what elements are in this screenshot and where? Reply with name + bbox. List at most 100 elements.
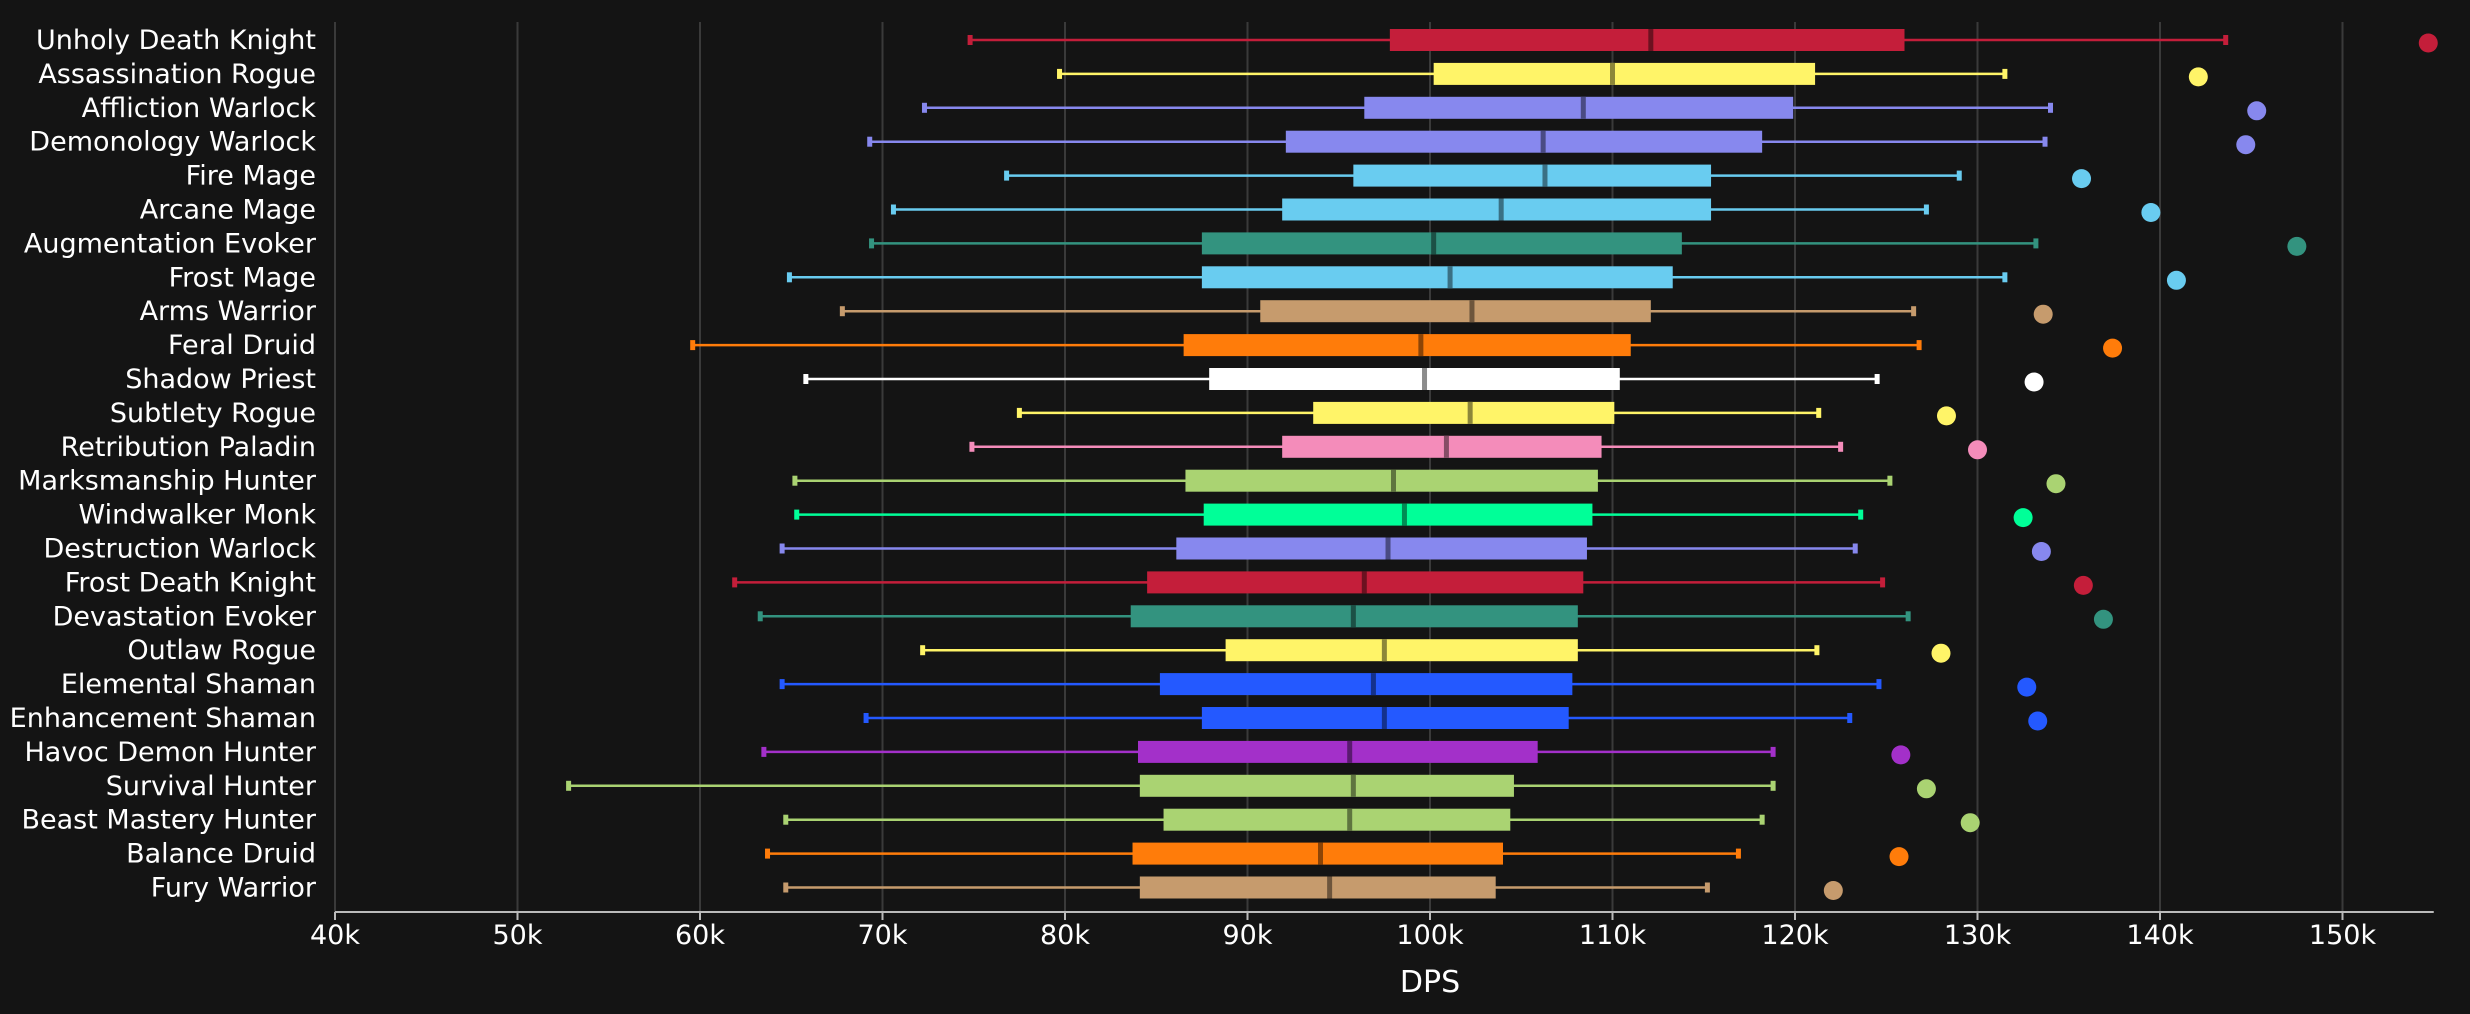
box-plot-row bbox=[792, 469, 2066, 494]
whisker-max-cap bbox=[1838, 441, 1844, 452]
box-plot-row bbox=[732, 571, 2093, 595]
iqr-box bbox=[1183, 334, 1631, 357]
whisker-max-cap bbox=[2033, 238, 2039, 249]
median-mark bbox=[1467, 401, 1473, 424]
median-mark bbox=[1542, 164, 1548, 187]
x-tick-label: 100k bbox=[1396, 920, 1464, 951]
iqr-box bbox=[1433, 62, 1816, 85]
whisker-min-cap bbox=[969, 441, 975, 452]
category-label: Balance Druid bbox=[126, 839, 316, 870]
median-mark bbox=[1370, 673, 1376, 696]
outlier-point bbox=[1891, 745, 1911, 765]
box-plot-row bbox=[783, 808, 1980, 833]
outlier-point bbox=[1960, 813, 1980, 833]
outlier-point bbox=[2073, 575, 2093, 595]
whisker-min-cap bbox=[761, 746, 767, 757]
category-label: Fury Warrior bbox=[151, 873, 317, 904]
outlier-point bbox=[2141, 203, 2161, 222]
category-label: Elemental Shaman bbox=[61, 669, 316, 700]
box-plot-row bbox=[863, 707, 2048, 731]
category-label: Demonology Warlock bbox=[29, 127, 316, 158]
whisker-min-cap bbox=[1004, 170, 1010, 181]
median-mark bbox=[1347, 740, 1353, 763]
median-mark bbox=[1422, 368, 1428, 390]
box-plot-row bbox=[761, 740, 1911, 765]
iqr-box bbox=[1163, 808, 1511, 831]
outlier-point bbox=[2033, 304, 2053, 324]
category-label: Frost Mage bbox=[169, 262, 316, 293]
x-tick-label: 40k bbox=[310, 920, 360, 951]
box-plot-row bbox=[920, 639, 1951, 663]
whisker-min-cap bbox=[566, 780, 572, 791]
iqr-box bbox=[1282, 435, 1602, 458]
iqr-box bbox=[1176, 537, 1587, 560]
x-tick-label: 110k bbox=[1579, 920, 1647, 951]
category-label: Havoc Demon Hunter bbox=[24, 737, 316, 768]
category-label: Retribution Paladin bbox=[61, 432, 316, 463]
median-mark bbox=[1648, 29, 1654, 51]
iqr-box bbox=[1209, 368, 1620, 390]
outlier-point bbox=[2188, 67, 2208, 87]
outlier-point bbox=[2017, 677, 2037, 697]
box-plot-row bbox=[1057, 62, 2208, 87]
whisker-min-cap bbox=[967, 35, 973, 45]
iqr-box bbox=[1282, 198, 1712, 221]
x-tick-label: 120k bbox=[1761, 920, 1829, 951]
whisker-max-cap bbox=[1956, 170, 1962, 181]
median-mark bbox=[1385, 537, 1391, 560]
whisker-max-cap bbox=[1770, 746, 1776, 757]
median-mark bbox=[1580, 96, 1586, 119]
x-tick-label: 80k bbox=[1040, 920, 1090, 951]
whisker-min-cap bbox=[783, 814, 789, 825]
outlier-point bbox=[2046, 474, 2066, 494]
whisker-max-cap bbox=[1816, 407, 1822, 418]
x-tick-label: 130k bbox=[1944, 920, 2012, 951]
whisker-min-cap bbox=[890, 204, 896, 215]
iqr-box bbox=[1285, 130, 1763, 153]
x-tick-label: 90k bbox=[1223, 920, 1273, 951]
whisker-max-cap bbox=[2002, 272, 2008, 283]
category-label: Subtlety Rogue bbox=[110, 398, 316, 429]
median-mark bbox=[1401, 503, 1407, 526]
whisker-max-cap bbox=[2002, 68, 2008, 79]
x-tick-label: 140k bbox=[2126, 920, 2194, 951]
iqr-box bbox=[1139, 876, 1496, 899]
whisker-max-cap bbox=[1923, 204, 1929, 215]
box-plot-row bbox=[1004, 164, 2092, 189]
median-mark bbox=[1381, 707, 1387, 729]
iqr-box bbox=[1225, 639, 1578, 662]
whisker-min-cap bbox=[920, 645, 926, 656]
whisker-min-cap bbox=[794, 509, 800, 520]
whisker-min-cap bbox=[792, 475, 798, 486]
median-mark bbox=[1498, 198, 1504, 221]
category-label: Affliction Warlock bbox=[82, 93, 317, 124]
x-tick-label: 60k bbox=[675, 920, 725, 951]
outlier-point bbox=[2236, 135, 2256, 155]
median-mark bbox=[1447, 266, 1453, 289]
outlier-point bbox=[2093, 609, 2113, 629]
whisker-min-cap bbox=[839, 306, 845, 317]
whisker-min-cap bbox=[1057, 68, 1063, 79]
box-plot-row bbox=[566, 774, 1936, 799]
whisker-max-cap bbox=[1858, 509, 1864, 520]
whisker-max-cap bbox=[1759, 814, 1765, 825]
median-mark bbox=[1469, 300, 1475, 323]
box-plots bbox=[566, 29, 2438, 900]
whisker-max-cap bbox=[1880, 577, 1886, 588]
whisker-max-cap bbox=[1876, 679, 1882, 690]
whisker-max-cap bbox=[1735, 848, 1741, 859]
whisker-min-cap bbox=[863, 713, 869, 723]
box-plot-row bbox=[869, 232, 2307, 256]
whisker-min-cap bbox=[869, 238, 875, 249]
outlier-point bbox=[2028, 711, 2048, 731]
iqr-box bbox=[1364, 96, 1794, 119]
x-tick-label: 70k bbox=[858, 920, 908, 951]
whisker-max-cap bbox=[1704, 882, 1710, 893]
box-plot-row bbox=[757, 605, 2113, 629]
box-plot-row bbox=[779, 673, 2037, 697]
median-mark bbox=[1381, 639, 1387, 662]
category-label: Arms Warrior bbox=[140, 296, 317, 327]
outlier-point bbox=[1968, 440, 1987, 460]
whisker-max-cap bbox=[1911, 306, 1917, 317]
